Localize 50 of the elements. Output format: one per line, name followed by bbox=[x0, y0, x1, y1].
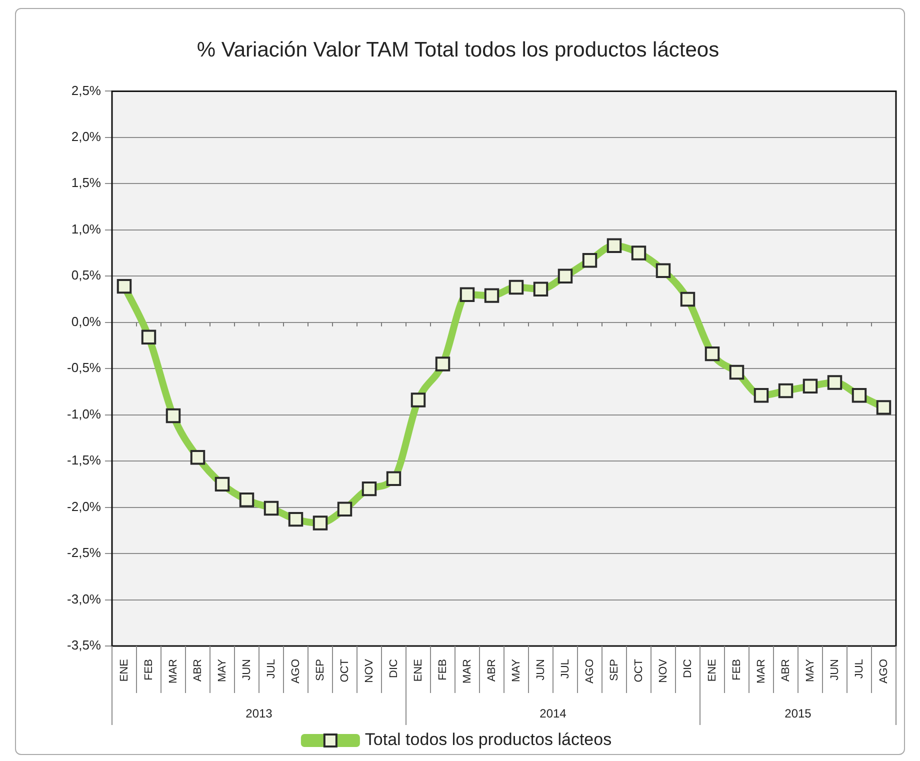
x-tick-label: FEB bbox=[730, 659, 743, 680]
x-tick-label: ABR bbox=[192, 658, 204, 682]
y-tick-label: 1,0% bbox=[71, 221, 102, 236]
x-tick-label: JUL bbox=[853, 659, 866, 679]
x-tick-label: SEP bbox=[608, 659, 620, 682]
y-tick-label: -1,5% bbox=[67, 452, 102, 468]
x-tick-label: JUN bbox=[534, 658, 547, 680]
x-tick-label: MAY bbox=[216, 658, 228, 682]
x-tick-label: JUN bbox=[828, 658, 841, 680]
legend-label: Total todos los productos lácteos bbox=[364, 730, 612, 750]
x-tick-label: MAR bbox=[755, 658, 768, 684]
x-tick-label: MAR bbox=[167, 658, 180, 684]
y-tick-label: -3,0% bbox=[67, 591, 102, 606]
x-tick-label: DIC bbox=[388, 658, 400, 678]
x-tick-label: AGO bbox=[878, 658, 890, 684]
x-tick-label: FEB bbox=[436, 659, 449, 680]
y-tick-label: 0,0% bbox=[71, 314, 102, 329]
x-tick-label: MAY bbox=[804, 658, 816, 682]
y-tick-label: 1,5% bbox=[71, 175, 102, 190]
x-tick-label: OCT bbox=[632, 658, 645, 682]
x-tick-label: MAY bbox=[510, 658, 522, 682]
x-tick-label: OCT bbox=[338, 658, 351, 682]
y-tick-label: -3,5% bbox=[67, 638, 102, 653]
y-tick-label: -2,0% bbox=[67, 498, 102, 514]
text: 2013 bbox=[246, 706, 273, 720]
y-tick-label: -2,5% bbox=[67, 545, 102, 560]
x-tick-label: ENE bbox=[118, 659, 130, 682]
x-tick-label: ENE bbox=[706, 659, 718, 682]
x-tick-label: ABR bbox=[780, 658, 792, 682]
text: 2015 bbox=[784, 706, 812, 720]
y-tick-label: 0,5% bbox=[71, 268, 102, 283]
x-tick-label: ENE bbox=[412, 659, 424, 682]
x-tick-label: SEP bbox=[314, 659, 326, 682]
chart-title: % Variación Valor TAM Total todos los productos lácteos bbox=[196, 38, 720, 62]
y-tick-label: -0,5% bbox=[67, 360, 102, 376]
x-tick-label: ABR bbox=[486, 658, 498, 682]
x-tick-label: NOV bbox=[363, 658, 376, 683]
text: 2014 bbox=[540, 706, 567, 720]
x-tick-label: FEB bbox=[142, 659, 155, 680]
y-tick-label: 2,0% bbox=[71, 129, 102, 144]
x-tick-label: NOV bbox=[657, 658, 670, 683]
y-tick-label: 2,5% bbox=[71, 82, 102, 98]
x-tick-label: MAR bbox=[461, 658, 474, 684]
y-tick-label: -1,0% bbox=[67, 406, 102, 422]
x-tick-label: AGO bbox=[290, 658, 302, 684]
x-tick-label: DIC bbox=[682, 658, 694, 678]
x-tick-label: AGO bbox=[584, 658, 596, 684]
x-tick-label: JUL bbox=[265, 659, 278, 679]
x-tick-label: JUN bbox=[240, 658, 253, 680]
x-tick-label: JUL bbox=[559, 659, 572, 679]
